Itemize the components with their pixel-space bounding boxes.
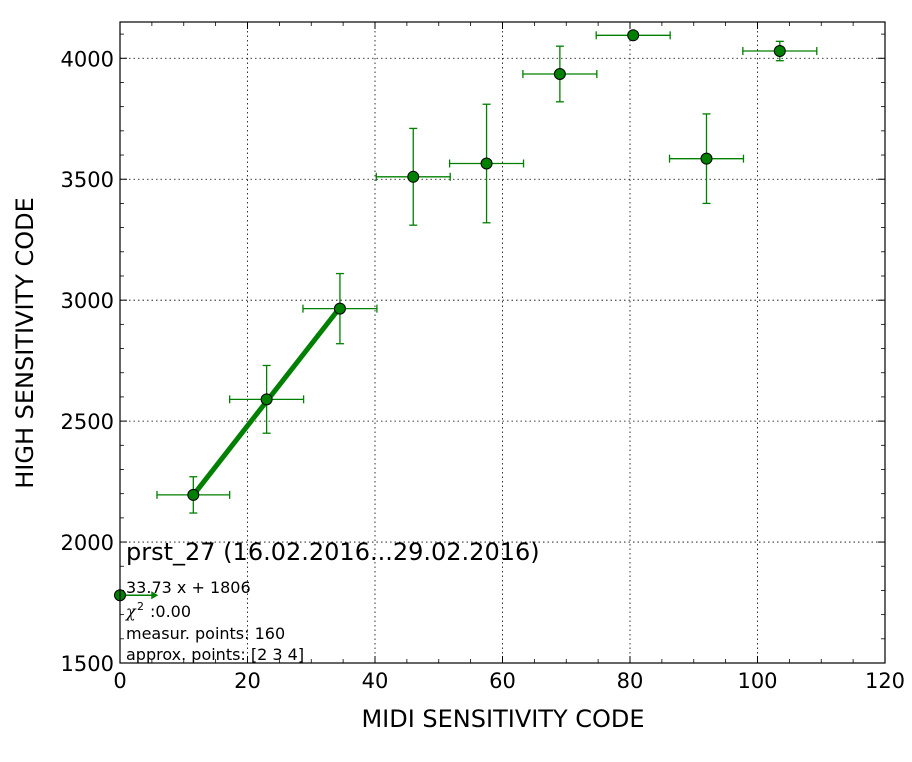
annotation-approx-points: approx. points: [2 3 4] [126, 645, 304, 664]
data-point [553, 68, 566, 81]
data-point [333, 302, 346, 315]
x-tick-label: 80 [617, 669, 644, 693]
x-axis-label: MIDI SENSITIVITY CODE [361, 705, 644, 733]
markers [187, 29, 786, 501]
y-axis-label: HIGH SENSITIVITY CODE [11, 197, 39, 489]
y-tick-label: 2000 [61, 531, 114, 555]
data-point [773, 45, 786, 58]
data-point [407, 170, 420, 183]
annotation-chi: χ 2 :0.00 [125, 600, 191, 621]
x-tick-label: 20 [234, 669, 261, 693]
x-tick-label: 0 [113, 669, 126, 693]
y-tick-label: 1500 [61, 652, 114, 676]
y-tick-label: 2500 [61, 410, 114, 434]
x-tick-label: 100 [737, 669, 777, 693]
plot-frame [119, 21, 886, 664]
chi-symbol: χ [125, 602, 137, 621]
y-tick-label: 4000 [61, 47, 114, 71]
y-tick-label: 3500 [61, 168, 114, 192]
x-tick-label: 40 [362, 669, 389, 693]
annotation-title: prst_27 (16.02.2016...29.02.2016) [126, 538, 540, 566]
chi-value: :0.00 [150, 602, 191, 621]
x-tick-label: 60 [489, 669, 516, 693]
tick-labels: 0 20 40 60 80 100 120 1500 2000 2500 3000 3500 4000 [61, 47, 906, 693]
data-point [627, 29, 640, 42]
data-point [260, 393, 273, 406]
data-point [480, 157, 493, 170]
x-tick-label: 120 [865, 669, 905, 693]
data-point [187, 488, 200, 501]
chi-power: 2 [137, 600, 144, 613]
annotation-equation: 33.73 x + 1806 [126, 578, 251, 597]
origin-arrow-head [151, 591, 159, 600]
annotation-measur-points: measur. points: 160 [126, 624, 285, 643]
grid [120, 22, 885, 663]
y-tick-label: 3000 [61, 289, 114, 313]
data-point [700, 152, 713, 165]
